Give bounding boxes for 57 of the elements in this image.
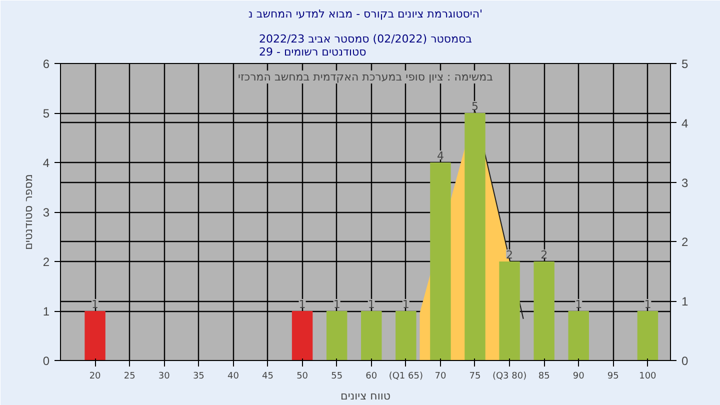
y-tick-label: 2: [42, 255, 50, 269]
y-tick-label: 5: [42, 106, 50, 120]
x-tick-label: 50: [296, 372, 308, 382]
bar: [430, 162, 451, 360]
x-tick-label: 25: [124, 372, 136, 382]
data-label: 5: [471, 100, 478, 113]
x-tick-label: 20: [89, 372, 102, 382]
x-tick-label: (Q1 65): [388, 372, 423, 382]
x-tick-label: 100: [639, 372, 657, 382]
x-tick-label: 35: [192, 372, 204, 382]
bar: [292, 311, 313, 360]
data-label: 1: [298, 298, 306, 311]
x-tick-label: 60: [366, 372, 378, 382]
bar: [361, 311, 382, 360]
y-tick-label: 1: [42, 304, 50, 318]
x-axis-title: טווח ציונים: [340, 390, 390, 402]
y-tick-label: 0: [42, 354, 50, 368]
x-tick-label: 95: [607, 372, 619, 382]
x-tick-label: 85: [538, 372, 550, 382]
chart-subtitle: בסמסטר (02/2022) סמסטר אביב 2022/23 סטודנטים רשומים - 29: [258, 32, 472, 58]
bar: [568, 311, 589, 360]
annotation: במשימה : ציון סופי במערכת האקדמית במחשב המרכזי: [238, 70, 493, 84]
bar: [534, 262, 554, 360]
x-tick-label: 70: [434, 372, 446, 382]
bar: [326, 311, 348, 360]
y2-tick-label: 3: [682, 176, 688, 190]
x-tick-label: 90: [572, 372, 585, 382]
y2-tick-label: 4: [682, 116, 688, 130]
data-label: 1: [368, 298, 375, 311]
data-label: 1: [92, 298, 99, 311]
bar: [396, 311, 416, 360]
x-tick-label: 45: [262, 372, 274, 382]
data-label: 4: [436, 150, 444, 162]
data-label: 2: [506, 248, 514, 262]
x-tick-label: 30: [158, 372, 170, 382]
x-tick-label: 55: [331, 372, 343, 382]
y2-tick-label: 5: [682, 57, 688, 71]
data-label: 1: [644, 298, 652, 311]
x-tick-label: (Q3 80): [492, 372, 527, 382]
bar: [499, 262, 520, 360]
y2-tick-label: 0: [682, 354, 688, 368]
y-tick-label: 4: [42, 156, 50, 170]
bar: [84, 311, 106, 360]
y2-tick-label: 2: [682, 235, 688, 250]
y2-tick-label: 1: [682, 294, 688, 309]
bar: [637, 311, 658, 360]
chart-title: היסטוגרמת ציונים בקורס - מבוא למדעי המחשב נ': [248, 8, 483, 20]
bar: [464, 113, 486, 360]
data-label: 2: [540, 248, 548, 262]
data-label: 1: [575, 298, 582, 311]
data-label: 1: [402, 298, 410, 311]
y-tick-label: 6: [42, 57, 50, 71]
y-tick-label: 3: [42, 206, 50, 220]
x-tick-label: 40: [227, 372, 240, 382]
x-tick-label: 75: [469, 372, 481, 382]
data-label: 1: [333, 298, 340, 311]
y-axis-title: מספר סטודנטים: [22, 174, 35, 250]
